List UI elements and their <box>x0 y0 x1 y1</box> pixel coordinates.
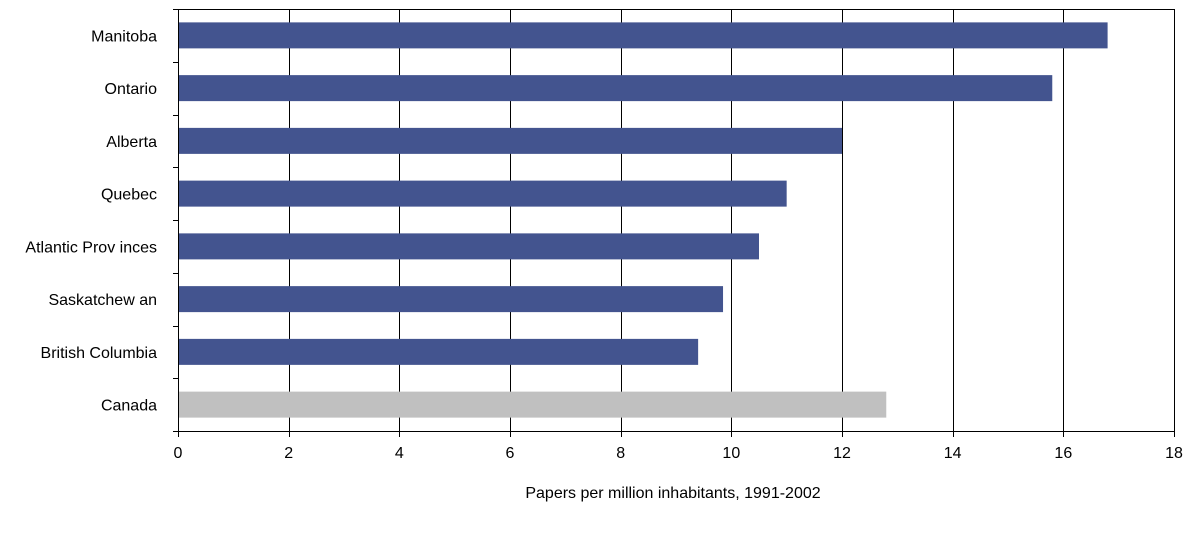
category-label: British Columbia <box>41 345 158 362</box>
category-label: Ontario <box>105 81 158 98</box>
category-label: Quebec <box>101 187 157 204</box>
axes <box>173 9 1175 437</box>
category-labels: Manitoba Ontario Alberta Quebec Atlantic Pro… <box>25 28 157 414</box>
category-label: Canada <box>101 398 157 415</box>
x-tick-label: 10 <box>722 445 740 462</box>
x-tick-label: 6 <box>506 445 515 462</box>
bar-british-columbia <box>179 338 699 365</box>
x-tick-label: 12 <box>833 445 851 462</box>
x-axis-title: Papers per million inhabitants, 1991-200… <box>525 485 820 502</box>
category-label: Alberta <box>106 134 157 151</box>
bar-ontario <box>179 75 1053 102</box>
x-tick-label: 18 <box>1165 445 1183 462</box>
x-tick-label: 4 <box>395 445 404 462</box>
x-tick-label: 8 <box>616 445 625 462</box>
bar-canada <box>179 391 887 418</box>
category-label: Saskatchew an <box>48 292 157 309</box>
x-tick-label: 0 <box>174 445 183 462</box>
x-tick-label: 16 <box>1054 445 1072 462</box>
category-label: Atlantic Prov inces <box>25 239 157 256</box>
x-tick-labels: 0 2 4 6 8 10 12 14 16 18 <box>174 445 1183 462</box>
bars <box>179 22 1108 418</box>
bar-manitoba <box>179 22 1108 49</box>
bar-quebec <box>179 180 787 207</box>
bar-atlantic-prov-inces <box>179 233 759 260</box>
x-tick-label: 2 <box>284 445 293 462</box>
gridlines <box>178 9 1175 431</box>
bar-saskatchew-an <box>179 286 724 313</box>
x-tick-label: 14 <box>944 445 962 462</box>
bar-alberta <box>179 127 842 154</box>
category-label: Manitoba <box>91 28 157 45</box>
